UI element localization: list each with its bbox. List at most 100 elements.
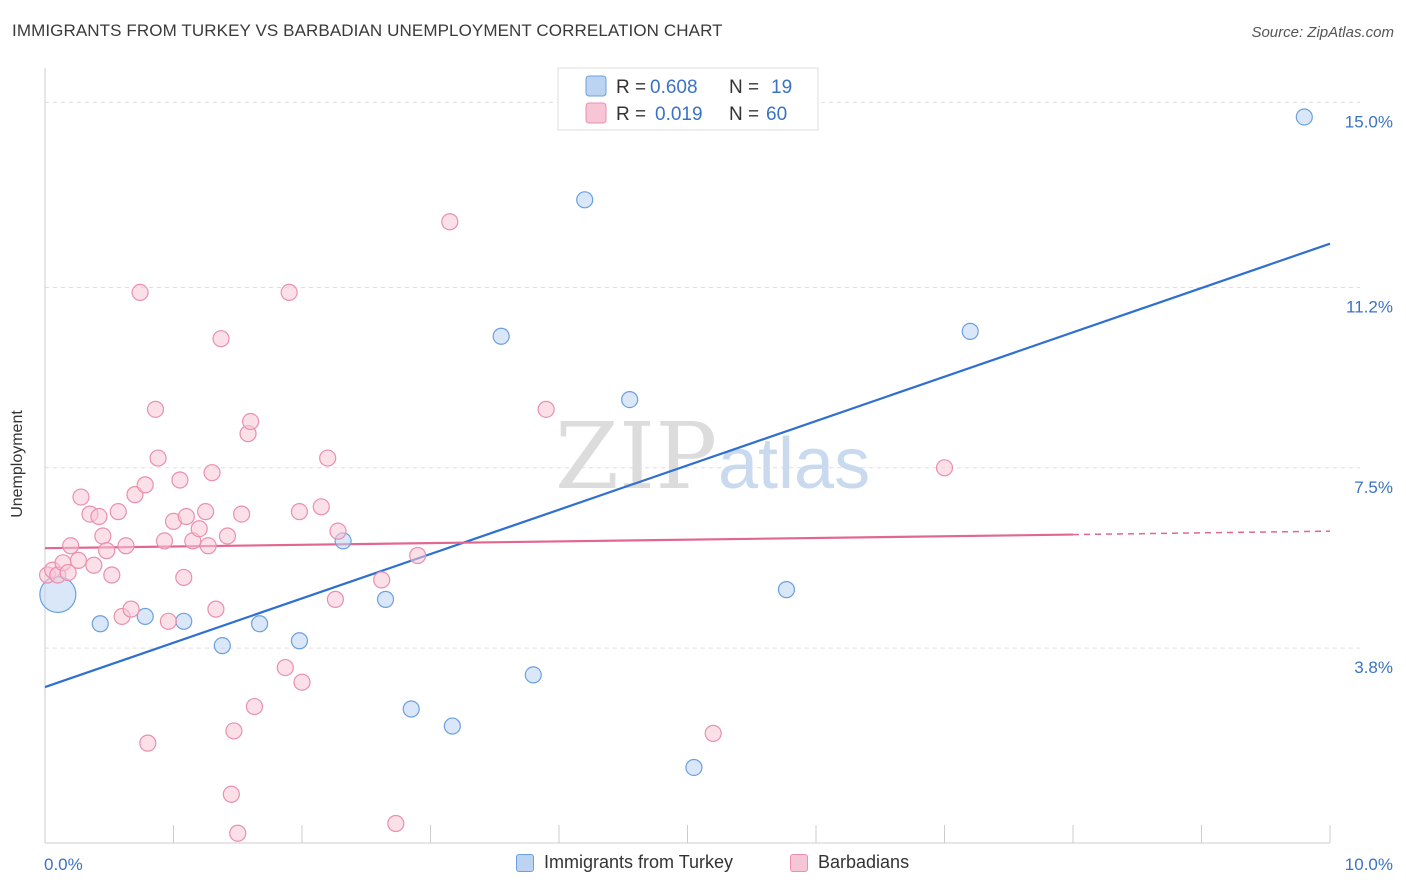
barbadian-point: [177, 507, 195, 526]
barbadian-point: [245, 697, 264, 716]
barbadian-point: [229, 824, 247, 842]
gridlines: [45, 101, 1360, 649]
barbadian-point: [122, 600, 140, 618]
y-tick-label: 15.0%: [1345, 112, 1393, 131]
legend-n-value-1: 19: [771, 77, 792, 98]
barbadian-point: [197, 503, 215, 521]
legend-swatch-barbadians: [790, 853, 808, 872]
barbadian-point: [94, 527, 112, 545]
barbadian-point: [175, 568, 193, 587]
barbadian-point: [69, 551, 88, 569]
turkey-point: [576, 191, 594, 209]
barbadian-point: [72, 488, 90, 506]
legend-swatch-turkey: [516, 853, 534, 872]
barbadian-point: [319, 449, 337, 467]
x-tick-label-end: 10.0%: [1345, 855, 1393, 874]
tick-labels: 3.8% 7.5% 11.2% 15.0% 0.0% 10.0%: [44, 112, 1393, 874]
trend-lines: [44, 242, 1331, 689]
barbadian-point: [935, 459, 954, 477]
watermark-zip: ZIP: [555, 403, 717, 510]
barbadian-point: [139, 734, 157, 752]
barbadian-point: [90, 507, 108, 526]
barbadian-point: [409, 546, 427, 565]
legend-swatch-blue: [585, 75, 607, 97]
barbadian-point: [218, 527, 237, 545]
barbadian-point: [329, 522, 347, 540]
barbadian-point: [146, 400, 165, 418]
legend-r-value-2: 0.019: [655, 104, 703, 125]
barbadian-point: [312, 498, 330, 516]
barbadian-point: [441, 213, 459, 231]
legend-r-label-1: R =: [616, 77, 646, 98]
y-tick-label: 7.5%: [1354, 478, 1393, 497]
source-label: Source: ZipAtlas.com: [1251, 24, 1394, 41]
legend-swatch-pink: [585, 102, 607, 124]
legend-label-turkey: Immigrants from Turkey: [544, 852, 734, 872]
barbadian-point: [233, 505, 251, 523]
turkey-point: [961, 322, 979, 340]
turkey-point: [402, 700, 420, 718]
series-legend: Immigrants from Turkey Barbadians: [0, 852, 1406, 878]
barbadian-point: [131, 283, 149, 301]
barbadian-point: [537, 400, 555, 418]
barbadian-point: [103, 566, 121, 584]
axes: [44, 68, 1331, 844]
turkey-point: [290, 632, 309, 650]
turkey-point: [685, 758, 703, 777]
turkey-point: [376, 590, 395, 608]
barbadian-point: [387, 814, 405, 833]
barbadian-point: [326, 590, 345, 608]
barbadian-point: [199, 537, 217, 555]
turkey-point: [443, 717, 461, 735]
turkey-point: [136, 607, 154, 626]
barbadian-point: [159, 612, 177, 630]
turkey-point: [492, 327, 510, 345]
barbadian-point: [276, 658, 294, 677]
barbadian-point: [280, 283, 298, 301]
barbadian-point: [62, 537, 80, 555]
barbadian-point: [373, 571, 391, 589]
turkey-point: [621, 390, 639, 409]
legend-n-label-2: N =: [729, 104, 759, 125]
legend-item-barbadians: Barbadians: [790, 852, 909, 873]
barbadian-point: [85, 556, 103, 574]
barbadian-point: [155, 532, 174, 550]
barbadian-point: [149, 449, 167, 467]
legend-item-turkey: Immigrants from Turkey: [516, 852, 733, 873]
barbadian-point: [98, 542, 116, 560]
correlation-legend: R = 0.608 N = 19 R = 0.019 N = 60: [557, 67, 819, 131]
data-points: [38, 108, 1313, 842]
barbadian-point: [117, 537, 135, 555]
watermark-atlas: atlas: [718, 424, 870, 504]
chart-title: IMMIGRANTS FROM TURKEY VS BARBADIAN UNEM…: [12, 21, 723, 40]
legend-r-label-2: R =: [616, 104, 646, 125]
barbadian-point: [109, 503, 127, 521]
y-tick-label: 11.2%: [1346, 298, 1393, 317]
turkey-point: [175, 612, 193, 630]
turkey-point: [250, 615, 269, 633]
legend-r-value-1: 0.608: [650, 77, 698, 98]
turkey-point: [213, 637, 231, 655]
legend-label-barbadians: Barbadians: [818, 852, 910, 872]
turkey-point: [524, 666, 542, 684]
barbadian-point: [212, 330, 230, 348]
barbadian-point: [704, 724, 722, 742]
turkey-point: [1295, 108, 1313, 126]
y-tick-label: 3.8%: [1354, 658, 1393, 677]
barbadian-point: [225, 722, 243, 740]
legend-n-label-1: N =: [729, 77, 759, 98]
x-tick-label-start: 0.0%: [44, 855, 83, 874]
barbadian-point: [190, 520, 208, 538]
turkey-point: [777, 581, 796, 599]
barbadian-point: [222, 785, 240, 803]
barbadian-point: [59, 563, 77, 582]
barbadian-point: [242, 412, 260, 431]
barbadian-point: [136, 476, 154, 494]
barbadian-point: [293, 673, 311, 691]
barbadian-point: [207, 600, 225, 618]
barbadian-point: [203, 464, 221, 482]
barbadian-point: [290, 503, 309, 521]
barbadian-point: [171, 471, 189, 489]
turkey-trend-line: [44, 242, 1331, 689]
